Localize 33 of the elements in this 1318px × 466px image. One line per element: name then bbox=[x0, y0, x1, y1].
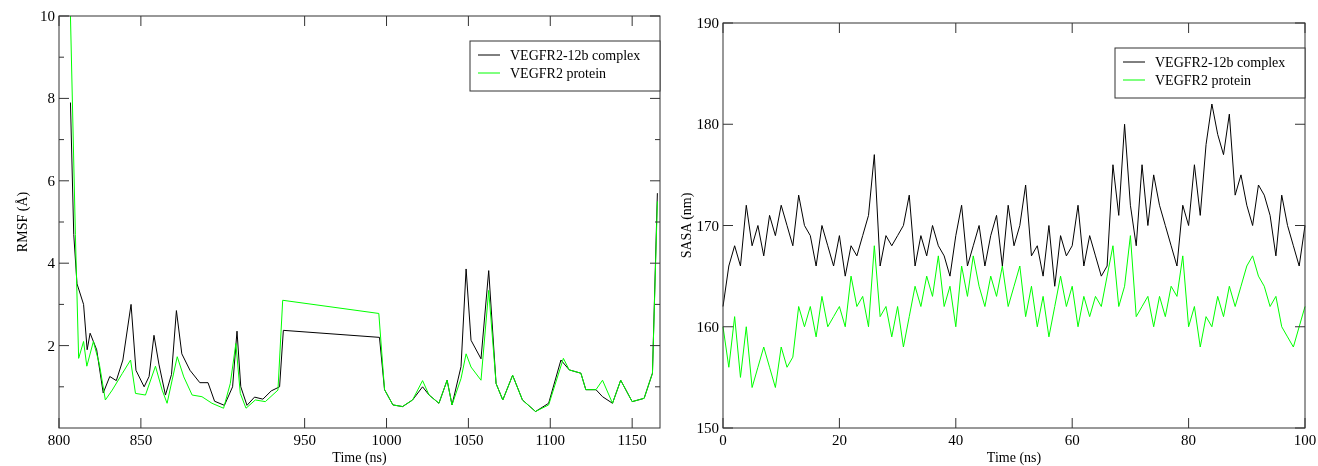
y-tick-label: 160 bbox=[696, 318, 719, 335]
y-tick-label: 6 bbox=[47, 172, 56, 189]
y-axis-title: RMSF (Å) bbox=[15, 191, 31, 253]
y-axis-title: SASA (nm) bbox=[679, 192, 695, 259]
x-tick-label: 850 bbox=[129, 432, 153, 448]
x-tick-label: 80 bbox=[1181, 432, 1197, 448]
y-tick-label: 190 bbox=[696, 15, 719, 31]
x-tick-label: 20 bbox=[831, 432, 847, 448]
legend-label: VEGFR2 protein bbox=[510, 66, 607, 81]
x-tick-label: 800 bbox=[47, 432, 71, 448]
x-tick-label: 1050 bbox=[453, 432, 484, 448]
legend-label: VEGFR2-12b complex bbox=[510, 48, 641, 63]
x-axis-title: Time (ns) bbox=[986, 450, 1042, 466]
legend-label: VEGFR2 protein bbox=[1155, 73, 1252, 88]
y-tick-label: 8 bbox=[47, 90, 55, 107]
y-tick-label: 4 bbox=[47, 255, 56, 272]
y-tick-label: 10 bbox=[40, 8, 55, 24]
x-tick-label: 60 bbox=[1064, 432, 1080, 448]
y-tick-label: 150 bbox=[696, 420, 719, 436]
legend-label: VEGFR2-12b complex bbox=[1155, 55, 1286, 70]
x-axis-title: Time (ns) bbox=[332, 450, 387, 466]
x-tick-label: 950 bbox=[293, 432, 316, 448]
y-tick-label: 180 bbox=[696, 116, 719, 133]
x-tick-label: 40 bbox=[948, 432, 964, 448]
x-tick-label: 100 bbox=[1293, 432, 1317, 448]
x-tick-label: 0 bbox=[719, 432, 727, 448]
x-tick-label: 1000 bbox=[371, 432, 402, 448]
y-tick-label: 2 bbox=[47, 337, 55, 354]
line-series bbox=[722, 235, 1306, 388]
x-tick-label: 1100 bbox=[535, 432, 566, 448]
y-tick-label: 170 bbox=[696, 217, 719, 234]
line-series bbox=[69, 15, 658, 413]
x-tick-label: 1150 bbox=[617, 432, 647, 448]
